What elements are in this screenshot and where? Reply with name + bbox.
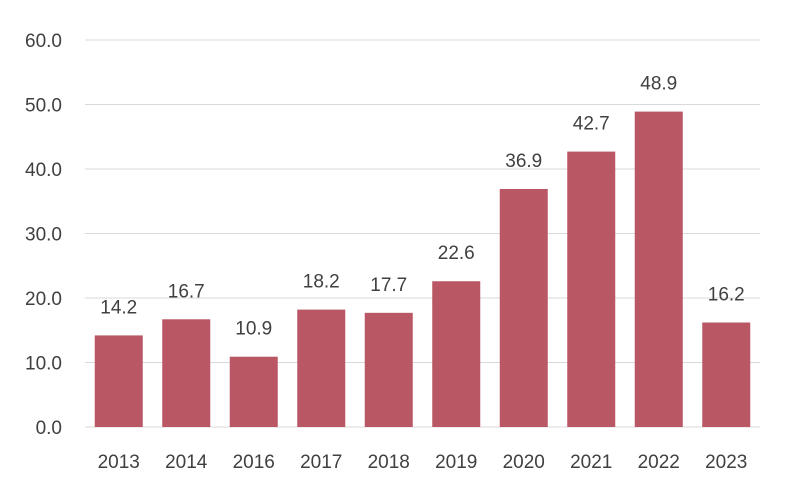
bar-2016 [229,356,278,427]
value-label: 18.2 [303,272,340,293]
y-axis-tick-labels: 0.0 10.0 20.0 30.0 40.0 50.0 60.0 [25,31,62,439]
value-label: 16.7 [168,281,205,302]
value-label: 10.9 [235,319,272,340]
value-label: 14.2 [100,297,137,318]
y-tick-label: 20.0 [25,289,62,310]
y-tick-label: 30.0 [25,225,62,246]
bar-2018 [364,312,413,427]
value-label: 48.9 [640,74,677,95]
bar-2019 [432,281,481,427]
y-tick-label: 0.0 [36,418,62,439]
bar-2014 [162,319,211,427]
category-label: 2023 [705,452,747,473]
y-tick-label: 50.0 [25,96,62,117]
category-label: 2014 [165,452,208,473]
y-tick-label: 60.0 [25,31,62,52]
category-label: 2020 [503,452,545,473]
bars [94,111,751,427]
category-label: 2013 [98,452,140,473]
y-tick-label: 40.0 [25,160,62,181]
category-label: 2016 [233,452,275,473]
bar-2017 [297,309,346,427]
value-label: 16.2 [708,285,745,306]
value-label: 17.7 [370,275,407,296]
category-label: 2021 [570,452,612,473]
x-axis-category-labels: 2013 2014 2016 2017 2018 2019 2020 2021 2022 2023 [98,452,748,473]
bar-2023 [702,322,751,427]
value-label: 36.9 [505,151,542,172]
value-label: 22.6 [438,243,475,264]
y-tick-label: 10.0 [25,354,62,375]
category-label: 2022 [638,452,680,473]
category-label: 2019 [435,452,477,473]
category-label: 2017 [300,452,342,473]
bar-2020 [499,188,548,427]
category-label: 2018 [368,452,410,473]
bar-value-labels: 14.2 16.7 10.9 18.2 17.7 22.6 36.9 42.7 48.9 16.2 [100,74,744,340]
value-label: 42.7 [573,114,610,135]
bar-2022 [634,111,683,427]
bar-2013 [94,335,143,427]
bar-2021 [567,151,616,427]
